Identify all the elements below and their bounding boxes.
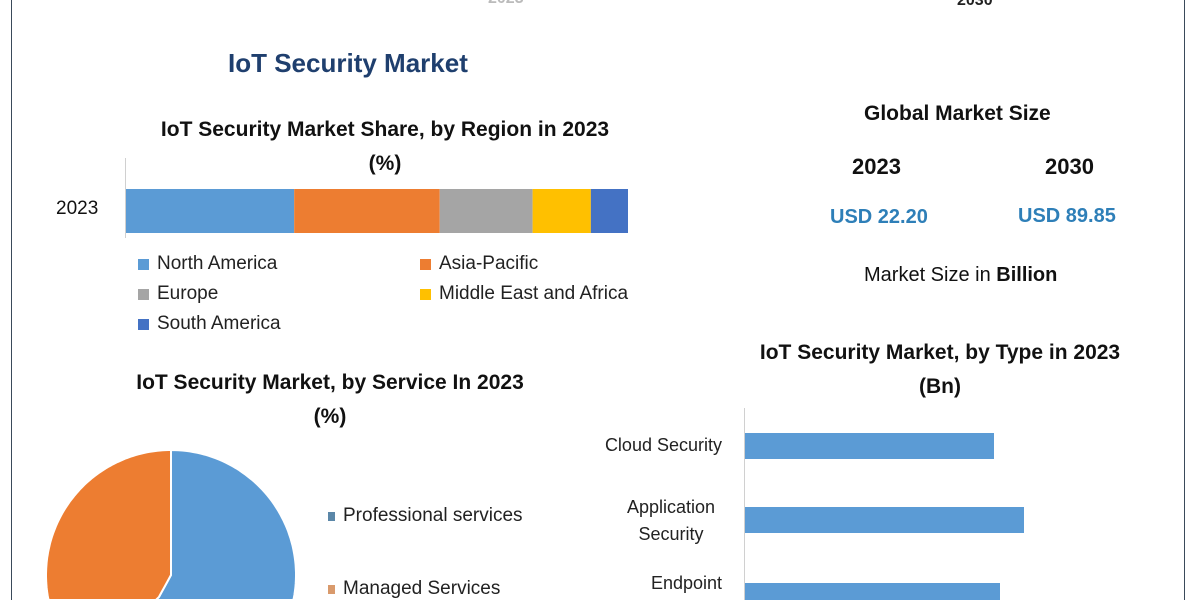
legend-label: Professional services	[343, 505, 523, 526]
region-legend: North America Asia-Pacific Europe Middle Ea…	[138, 253, 680, 335]
service-pie	[45, 448, 297, 600]
region-stacked-bar	[126, 189, 628, 233]
legend-item: Europe	[138, 283, 420, 305]
type-axis	[744, 408, 745, 600]
cut-off-year-left: 2023	[488, 0, 524, 8]
region-segment-asia-pacific	[294, 189, 440, 233]
legend-label: Asia-Pacific	[439, 253, 539, 274]
legend-label: South America	[157, 313, 281, 334]
region-chart-title: IoT Security Market Share, by Region in …	[100, 113, 670, 181]
legend-item: North America	[138, 253, 420, 275]
legend-item: South America	[138, 313, 420, 335]
year-2023: 2023	[852, 154, 901, 179]
type-bar-application-security	[745, 507, 1024, 533]
legend-label: North America	[157, 253, 278, 274]
service-subtitle: (%)	[313, 405, 347, 428]
type-label-endpoint: Endpoint	[650, 573, 722, 593]
legend-label: Europe	[157, 283, 219, 304]
legend-swatch	[138, 288, 149, 300]
service-title-text: IoT Security Market, by Service In 2023	[136, 371, 524, 394]
legend-item: Middle East and Africa	[420, 283, 680, 305]
region-segment-europe	[439, 189, 533, 233]
market-size-note: Market Size in Billion	[864, 264, 1057, 287]
legend-swatch	[138, 318, 149, 330]
legend-swatch	[138, 258, 149, 270]
region-subtitle: (%)	[368, 152, 402, 175]
legend-swatch	[420, 258, 431, 270]
legend-label: Middle East and Africa	[439, 283, 629, 304]
legend-label: Managed Services	[343, 578, 501, 599]
region-title-text: IoT Security Market Share, by Region in …	[160, 118, 610, 141]
year-2030: 2030	[1045, 154, 1094, 179]
value-2023: USD 22.20	[830, 206, 928, 228]
region-category-label: 2023	[56, 198, 99, 219]
region-segment-north-america	[126, 189, 295, 233]
note-prefix: Market Size in	[864, 264, 997, 286]
service-chart-title: IoT Security Market, by Service In 2023 (…	[60, 366, 600, 434]
infographic-frame	[11, 0, 1185, 600]
type-label-application: Application Security	[626, 497, 716, 544]
region-segment-south-america	[590, 189, 628, 233]
page-title: IoT Security Market	[228, 48, 468, 78]
legend-managed: Managed Services	[328, 578, 500, 600]
note-unit: Billion	[996, 264, 1058, 286]
value-2030: USD 89.85	[1018, 205, 1116, 227]
region-axis	[125, 158, 126, 238]
legend-swatch	[420, 288, 431, 300]
cut-off-year-right: 2030	[957, 0, 993, 9]
legend-item: Asia-Pacific	[420, 253, 680, 275]
market-size-heading: Global Market Size	[864, 102, 1051, 125]
legend-swatch	[328, 584, 335, 594]
type-bar-endpoint	[745, 583, 1000, 600]
type-subtitle: (Bn)	[919, 375, 961, 398]
type-chart-title: IoT Security Market, by Type in 2023 (Bn)	[720, 336, 1160, 404]
legend-professional: Professional services	[328, 505, 523, 527]
type-label-cloud: Cloud Security	[604, 435, 722, 455]
pie-slice-professional-services	[110, 448, 297, 600]
type-bar-cloud-security	[745, 433, 994, 459]
pie-slice-managed-services	[45, 449, 172, 600]
legend-swatch	[328, 511, 335, 521]
region-segment-middle-east-and-africa	[532, 189, 591, 233]
type-title-text: IoT Security Market, by Type in 2023	[759, 341, 1121, 364]
